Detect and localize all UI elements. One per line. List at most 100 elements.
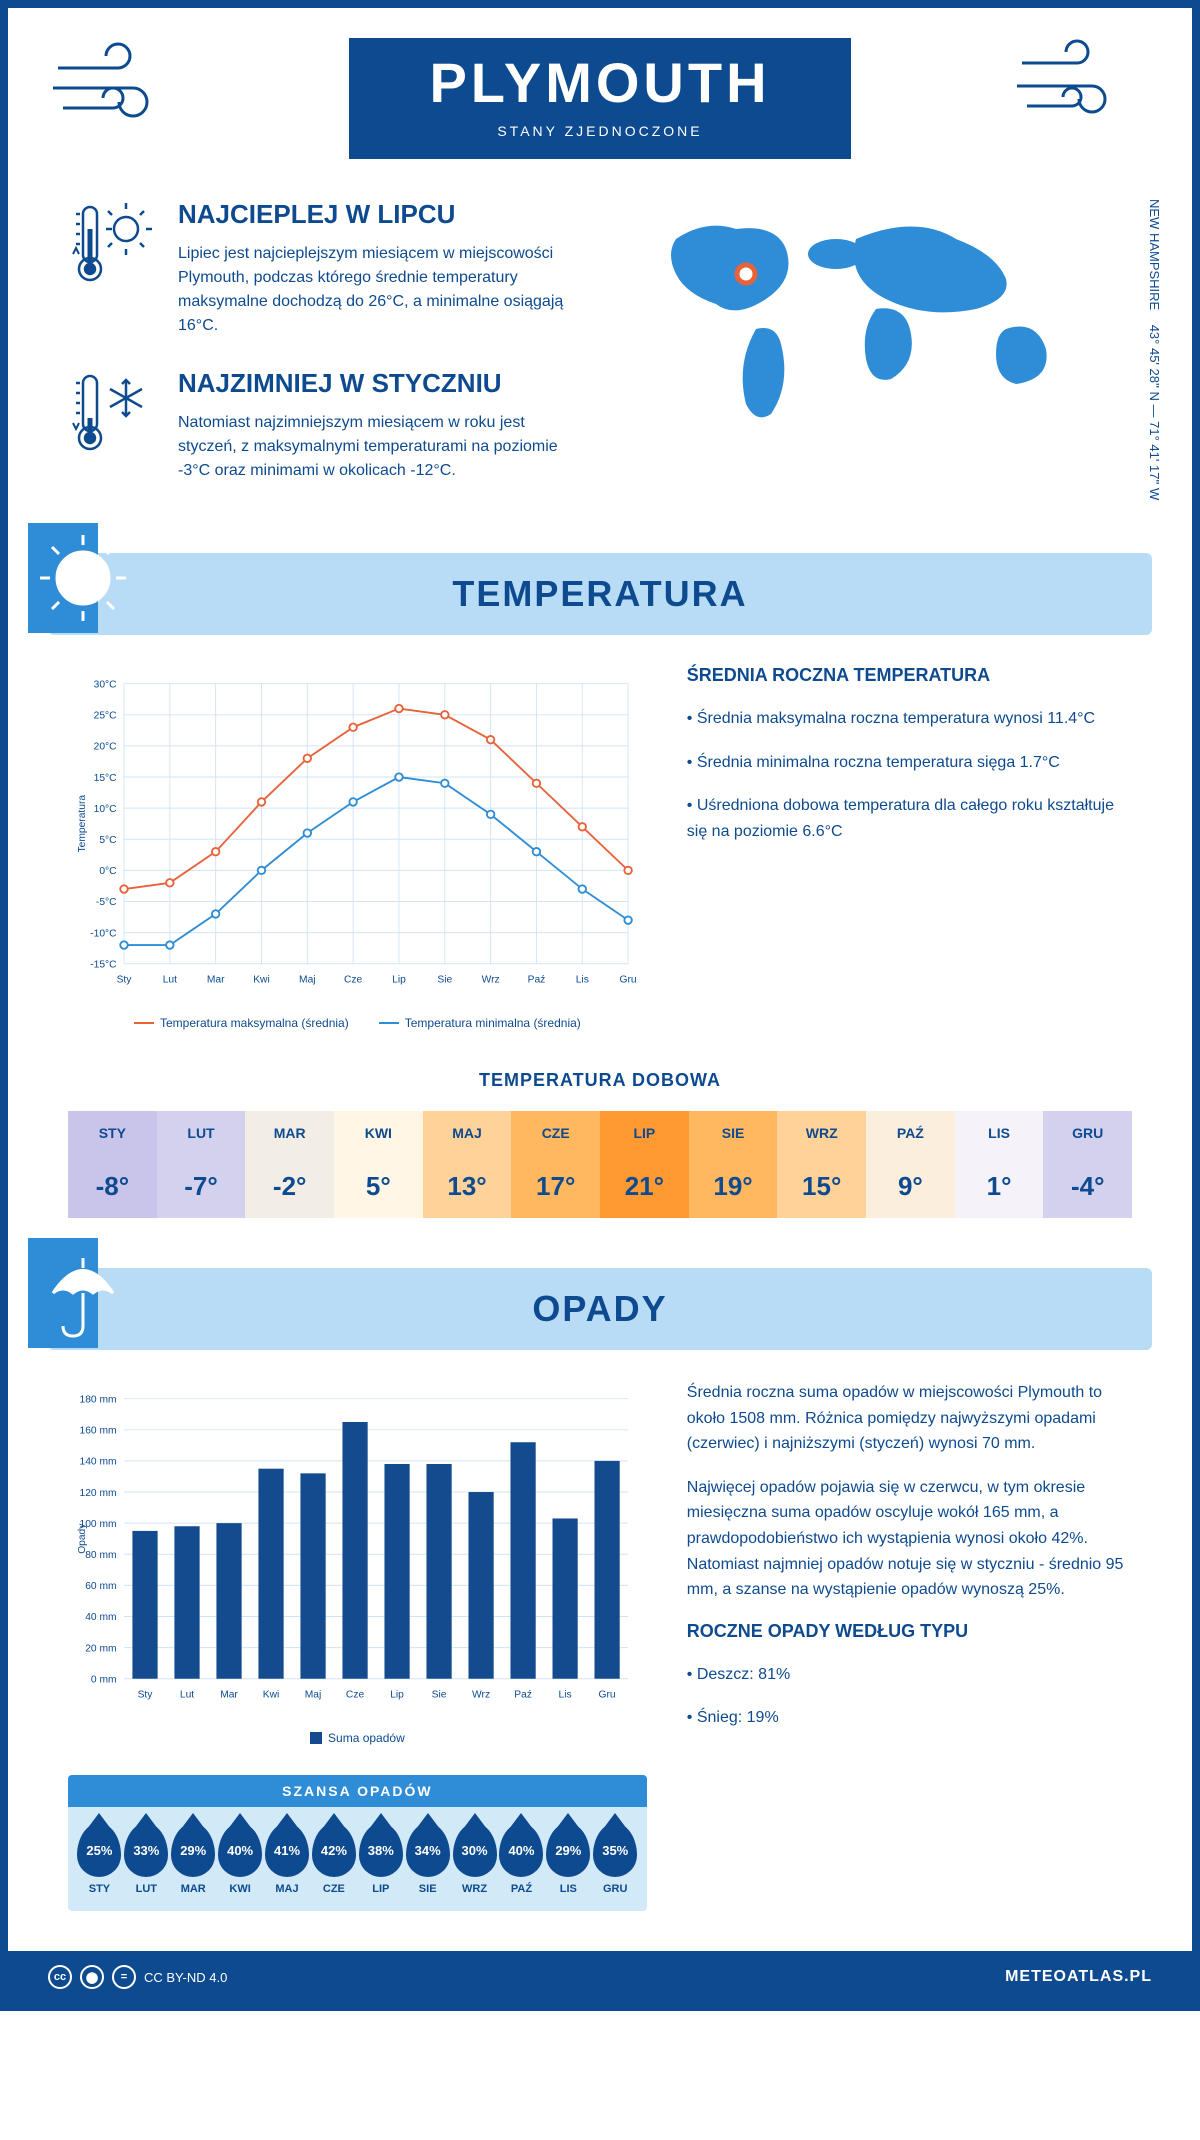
svg-text:Lis: Lis (576, 974, 589, 985)
info-hot-title: NAJCIEPLEJ W LIPCU (178, 199, 580, 230)
temp-table: STY-8°LUT-7°MAR-2°KWI5°MAJ13°CZE17°LIP21… (68, 1111, 1132, 1218)
svg-text:Sie: Sie (432, 1689, 447, 1700)
precip-type-title: ROCZNE OPADY WEDŁUG TYPU (687, 1621, 1132, 1642)
precip-drop: 41%MAJ (265, 1823, 309, 1895)
svg-text:80 mm: 80 mm (85, 1550, 116, 1561)
svg-text:60 mm: 60 mm (85, 1581, 116, 1592)
city-title: PLYMOUTH (429, 50, 770, 115)
header-banner: PLYMOUTH STANY ZJEDNOCZONE (349, 38, 850, 159)
precip-rain: • Deszcz: 81% (687, 1662, 1132, 1688)
thermometer-sun-icon (68, 199, 158, 338)
temperature-chart: -15°C-10°C-5°C0°C5°C10°C15°C20°C25°C30°C… (68, 665, 647, 1006)
temp-cell: PAŹ9° (866, 1111, 955, 1218)
svg-text:Lip: Lip (392, 974, 406, 985)
temp-cell: LIP21° (600, 1111, 689, 1218)
precip-drop: 29%MAR (171, 1823, 215, 1895)
legend-max: Temperatura maksymalna (średnia) (134, 1016, 349, 1030)
precip-text: Średnia roczna suma opadów w miejscowośc… (687, 1380, 1132, 1911)
precip-chart: 0 mm20 mm40 mm60 mm80 mm100 mm120 mm140 … (68, 1380, 647, 1721)
svg-text:160 mm: 160 mm (80, 1426, 117, 1437)
svg-text:Paź: Paź (528, 974, 546, 985)
svg-text:15°C: 15°C (94, 773, 118, 784)
cc-icon: cc (48, 1965, 72, 1989)
svg-text:Lip: Lip (390, 1689, 404, 1700)
info-section: NAJCIEPLEJ W LIPCU Lipiec jest najcieple… (8, 199, 1192, 553)
precip-legend: Suma opadów (68, 1731, 647, 1745)
temperature-text: ŚREDNIA ROCZNA TEMPERATURA • Średnia mak… (687, 665, 1132, 1030)
temp-cell: LUT-7° (157, 1111, 246, 1218)
footer-site: METEOATLAS.PL (1005, 1968, 1152, 1986)
temperature-title: TEMPERATURA (48, 573, 1152, 615)
svg-text:Kwi: Kwi (253, 974, 270, 985)
avg-daily: • Uśredniona dobowa temperatura dla całe… (687, 793, 1132, 844)
avg-max: • Średnia maksymalna roczna temperatura … (687, 706, 1132, 732)
temperature-chart-col: -15°C-10°C-5°C0°C5°C10°C15°C20°C25°C30°C… (68, 665, 647, 1030)
temp-legend: Temperatura maksymalna (średnia) Tempera… (68, 1016, 647, 1030)
svg-text:Maj: Maj (299, 974, 316, 985)
svg-text:0°C: 0°C (99, 866, 117, 877)
svg-text:Cze: Cze (344, 974, 363, 985)
daily-temp-title: TEMPERATURA DOBOWA (68, 1070, 1132, 1091)
svg-text:Temperatura: Temperatura (77, 795, 88, 853)
info-right: NEW HAMPSHIRE 43° 45' 28'' N — 71° 41' 1… (620, 199, 1132, 513)
svg-text:5°C: 5°C (99, 835, 117, 846)
svg-text:Mar: Mar (207, 974, 225, 985)
temp-cell: MAR-2° (245, 1111, 334, 1218)
svg-text:Wrz: Wrz (472, 1689, 490, 1700)
precip-drop: 34%SIE (406, 1823, 450, 1895)
precip-drop: 29%LIS (546, 1823, 590, 1895)
svg-text:0 mm: 0 mm (91, 1675, 117, 1686)
precip-drop: 25%STY (77, 1823, 121, 1895)
precip-text1: Średnia roczna suma opadów w miejscowośc… (687, 1380, 1132, 1457)
legend-precip: Suma opadów (310, 1731, 405, 1745)
umbrella-icon (28, 1238, 138, 1353)
svg-text:Sty: Sty (138, 1689, 154, 1700)
info-left: NAJCIEPLEJ W LIPCU Lipiec jest najcieple… (68, 199, 580, 513)
avg-min: • Średnia minimalna roczna temperatura s… (687, 750, 1132, 776)
footer: cc ⬤ = CC BY-ND 4.0 METEOATLAS.PL (8, 1951, 1192, 2003)
precip-snow: • Śnieg: 19% (687, 1705, 1132, 1731)
by-icon: ⬤ (80, 1965, 104, 1989)
temperature-header: TEMPERATURA (48, 553, 1152, 635)
temp-cell: LIS1° (955, 1111, 1044, 1218)
svg-text:10°C: 10°C (94, 804, 118, 815)
page: PLYMOUTH STANY ZJEDNOCZONE (0, 0, 1200, 2011)
svg-text:20°C: 20°C (94, 742, 118, 753)
precip-drop: 40%KWI (218, 1823, 262, 1895)
svg-text:-5°C: -5°C (96, 897, 117, 908)
temp-cell: MAJ13° (423, 1111, 512, 1218)
precip-chance: SZANSA OPADÓW 25%STY33%LUT29%MAR40%KWI41… (68, 1775, 647, 1911)
svg-text:Maj: Maj (305, 1689, 322, 1700)
svg-text:Paź: Paź (514, 1689, 532, 1700)
info-cold-body: Natomiast najzimniejszym miesiącem w rok… (178, 411, 580, 483)
svg-text:Wrz: Wrz (482, 974, 500, 985)
svg-text:Opady: Opady (77, 1523, 88, 1554)
svg-text:120 mm: 120 mm (80, 1488, 117, 1499)
precip-text2: Najwięcej opadów pojawia się w czerwcu, … (687, 1475, 1132, 1603)
svg-text:Gru: Gru (620, 974, 637, 985)
precip-header: OPADY (48, 1268, 1152, 1350)
svg-text:30°C: 30°C (94, 679, 118, 690)
precip-body: 0 mm20 mm40 mm60 mm80 mm100 mm120 mm140 … (8, 1380, 1192, 1951)
precip-drops: 25%STY33%LUT29%MAR40%KWI41%MAJ42%CZE38%L… (68, 1807, 647, 1911)
svg-text:20 mm: 20 mm (85, 1643, 116, 1654)
avg-temp-title: ŚREDNIA ROCZNA TEMPERATURA (687, 665, 1132, 686)
svg-text:Lut: Lut (180, 1689, 194, 1700)
svg-text:Sie: Sie (437, 974, 452, 985)
svg-text:Lis: Lis (559, 1689, 572, 1700)
nd-icon: = (112, 1965, 136, 1989)
info-hot-text: NAJCIEPLEJ W LIPCU Lipiec jest najcieple… (178, 199, 580, 338)
coordinates: NEW HAMPSHIRE 43° 45' 28'' N — 71° 41' 1… (1147, 199, 1162, 500)
region-label: NEW HAMPSHIRE (1147, 199, 1162, 310)
svg-text:140 mm: 140 mm (80, 1457, 117, 1468)
svg-text:Lut: Lut (163, 974, 177, 985)
daily-temp-section: TEMPERATURA DOBOWA STY-8°LUT-7°MAR-2°KWI… (8, 1070, 1192, 1268)
info-cold-text: NAJZIMNIEJ W STYCZNIU Natomiast najzimni… (178, 368, 580, 483)
temp-cell: SIE19° (689, 1111, 778, 1218)
header: PLYMOUTH STANY ZJEDNOCZONE (8, 8, 1192, 199)
temperature-body: -15°C-10°C-5°C0°C5°C10°C15°C20°C25°C30°C… (8, 665, 1192, 1070)
svg-text:Sty: Sty (117, 974, 133, 985)
info-hot: NAJCIEPLEJ W LIPCU Lipiec jest najcieple… (68, 199, 580, 338)
sun-icon (28, 523, 138, 638)
coords-label: 43° 45' 28'' N — 71° 41' 17'' W (1147, 325, 1162, 501)
